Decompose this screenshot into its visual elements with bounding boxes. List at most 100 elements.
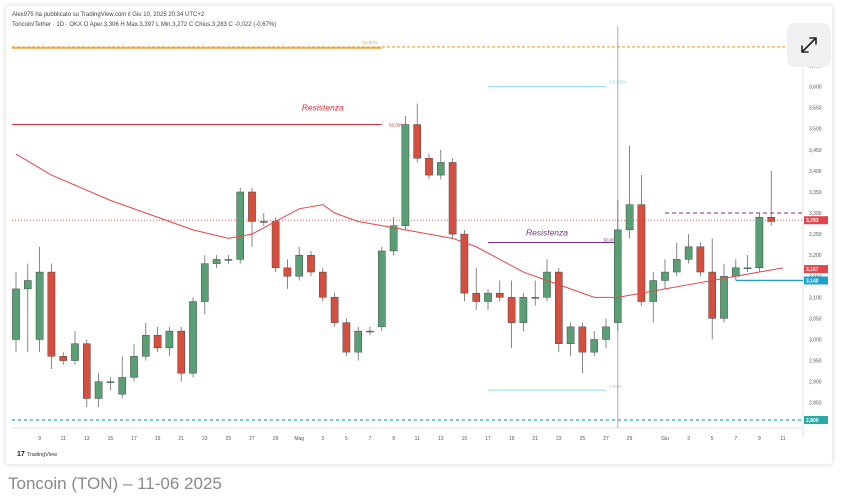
candle-up	[531, 297, 539, 299]
y-tick-label: 3,100	[809, 295, 822, 301]
candle-down	[82, 343, 91, 399]
y-tick-label: 2,950	[809, 359, 822, 365]
candle-up	[755, 217, 764, 269]
candle-down	[448, 162, 457, 235]
y-tick-label: 2,850	[809, 401, 822, 407]
x-tick-label: 21	[178, 436, 184, 442]
x-tick-label: 3	[321, 436, 324, 442]
x-tick-label: 17	[485, 436, 491, 442]
candle-up	[401, 124, 410, 226]
x-tick-label: 27	[249, 436, 255, 442]
y-tick-label: 3,250	[809, 232, 822, 238]
candle-up	[732, 267, 740, 277]
candle-down	[342, 322, 351, 353]
tradingview-logo-text: TradingView	[26, 451, 58, 458]
candle-up	[354, 330, 363, 353]
candle-up	[437, 162, 445, 176]
x-tick-label: 11	[415, 436, 420, 442]
price-tag-low-bg	[804, 415, 828, 424]
x-tick-label: 11	[61, 436, 66, 442]
candle-up	[743, 267, 752, 270]
candle-up	[519, 297, 528, 323]
candle-up	[259, 221, 268, 223]
candle-down	[767, 217, 775, 222]
fib-618-label: 61,80%	[363, 40, 378, 45]
x-tick-label: 13	[84, 436, 90, 442]
x-tick-label: 9	[38, 436, 41, 442]
moving-average-line	[15, 153, 784, 298]
candle-up	[212, 259, 221, 264]
candle-down	[307, 254, 315, 273]
candle-down	[708, 271, 716, 319]
candle-down	[578, 326, 587, 353]
candle-down	[248, 191, 256, 222]
candle-up	[141, 335, 150, 357]
y-tick-label: 3,050	[809, 316, 822, 322]
x-tick-label: Mag	[294, 436, 304, 442]
candle-down	[283, 267, 292, 277]
candle-up	[720, 276, 728, 319]
candle-up	[118, 377, 126, 395]
candle-up	[189, 301, 197, 374]
y-tick-label: 3,450	[809, 148, 822, 154]
candle-up	[602, 326, 610, 340]
candle-down	[330, 297, 339, 323]
price-tag-ma-bg	[804, 265, 828, 274]
x-tick-label: 23	[202, 436, 208, 442]
candle-down	[413, 124, 422, 159]
x-tick-label: 7	[369, 436, 372, 442]
price-tag-low: 2,809	[806, 418, 819, 424]
x-tick-label: 7	[734, 436, 737, 442]
y-tick-label: 3,500	[809, 127, 822, 133]
candle-down	[47, 271, 56, 357]
y-tick-label: 3,400	[809, 169, 822, 175]
price-chart: 3,6503,6003,5503,5003,4503,4003,3503,300…	[12, 26, 828, 442]
candle-up	[366, 330, 374, 333]
y-tick-label: 3,550	[809, 106, 822, 112]
candle-up	[625, 204, 634, 231]
publisher-line: Alex975 ha pubblicato su TradingView.com…	[12, 12, 205, 18]
y-tick-label: 3,300	[809, 211, 822, 217]
chart-card: 3,6503,6003,5503,5003,4503,4003,3503,300…	[6, 6, 832, 464]
x-tick-label: 21	[532, 436, 538, 442]
candle-down	[271, 221, 280, 269]
expand-arrows-icon	[801, 37, 817, 53]
x-tick-label: 3	[687, 436, 690, 442]
candle-down	[460, 233, 469, 294]
fib-500-b-label: 50,00%	[604, 238, 619, 243]
price-tag-current: 3,283	[806, 218, 819, 224]
x-tick-label: 5	[711, 436, 714, 442]
fib-000-label: 0,00%	[609, 384, 622, 389]
candle-up	[71, 343, 79, 361]
candle-down	[472, 292, 481, 302]
y-tick-label: 3,000	[809, 337, 822, 343]
candle-down	[177, 330, 186, 374]
x-tick-label: 25	[226, 436, 232, 442]
candle-down	[496, 292, 504, 298]
candle-up	[165, 330, 174, 349]
symbol-line: Toncoin/Tether · 1D · OKX O Aper.3,306 H…	[12, 22, 277, 28]
expand-button[interactable]	[787, 23, 831, 67]
candle-up	[200, 263, 209, 302]
candle-up	[661, 271, 669, 281]
x-tick-label: 5	[345, 436, 348, 442]
candle-down	[555, 271, 563, 344]
x-tick-label: 15	[462, 436, 468, 442]
candle-up	[106, 381, 115, 383]
x-tick-label: 9	[392, 436, 395, 442]
candle-up	[590, 339, 598, 353]
y-tick-label: 2,900	[809, 380, 822, 386]
price-tag-blue-bg	[804, 276, 828, 285]
candle-down	[507, 297, 516, 323]
resistance-1-label: Resistenza	[302, 103, 344, 113]
x-tick-label: 19	[155, 436, 161, 442]
x-tick-label: 25	[580, 436, 586, 442]
fib-500-a-label: 50,00%	[389, 123, 404, 128]
candle-up	[94, 381, 103, 399]
y-tick-label: 3,600	[809, 85, 822, 91]
candle-up	[543, 271, 551, 298]
x-tick-label: 23	[556, 436, 562, 442]
resistance-2-label: Resistenza	[526, 228, 568, 238]
candle-down	[425, 158, 433, 176]
x-tick-label: 29	[273, 436, 279, 442]
